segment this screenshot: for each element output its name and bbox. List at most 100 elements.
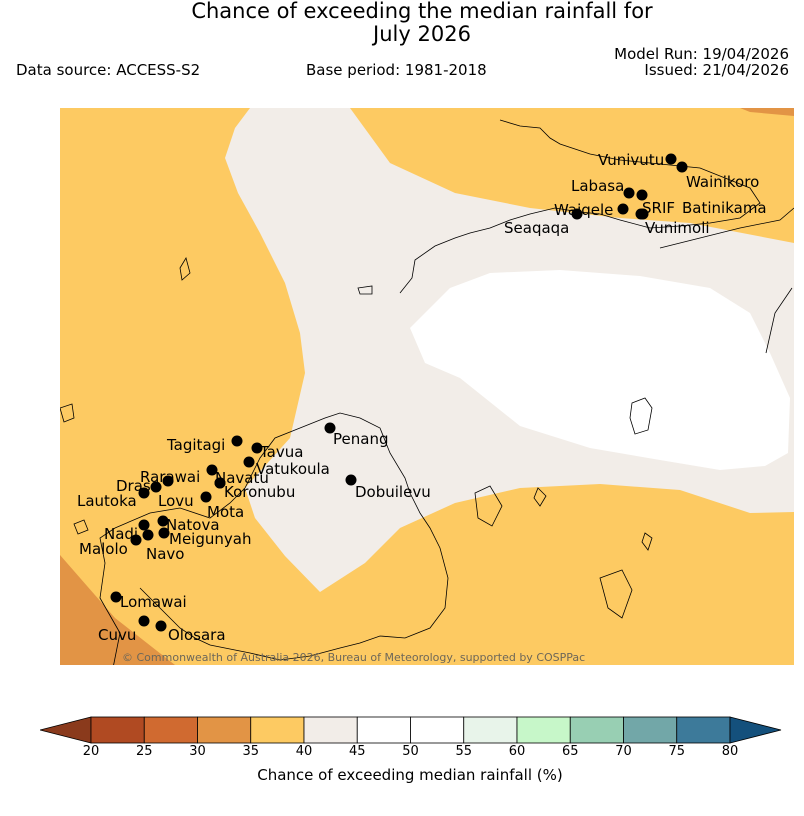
station-markers: Vunivutu Wainikoro Labasa Waiqele SRIF Batini… [77,151,767,644]
colorbar-segment-70 [623,716,678,744]
colorbar-tick-55: 55 [455,744,473,759]
colorbar-tick-80: 80 [721,744,739,759]
station-label-lomawai: Lomawai [120,593,187,611]
station-marker-drasa [150,481,162,493]
colorbar-tick-60: 60 [508,744,526,759]
station-label-mota: Mota [207,503,244,521]
colorbar-tick-20: 20 [82,744,100,759]
colorbar-tick-70: 70 [615,744,632,759]
station-label-labasa: Labasa [571,177,624,195]
station-label-waiqele: Waiqele [554,201,613,219]
station-marker-tavua [251,442,263,454]
colorbar-tick-75: 75 [668,744,686,759]
station-marker-lovu [162,475,174,487]
copyright-notice: © Commonwealth of Australia 2026, Bureau… [122,651,585,664]
colorbar-segment-40 [303,716,358,744]
colorbar-segment-45 [356,716,411,744]
island-coast-9 [179,256,191,281]
colorbar-segment-65 [569,716,624,744]
colorbar-segment-50 [410,716,465,744]
station-marker-meigunyah [158,527,170,539]
island-coast-6 [641,532,653,551]
colorbar-tick-50: 50 [402,744,419,759]
station-marker-lautoka [138,487,150,499]
colorbar-tick-35: 35 [242,744,260,759]
station-marker-vatukoula [243,456,255,468]
station-label-navatu: Navatu [215,469,269,487]
station-label-vunimoli: Vunimoli [645,219,710,237]
rainfall-map: Vunivutu Wainikoro Labasa Waiqele SRIF Batini… [60,108,794,665]
region-45-55 [410,270,790,470]
station-label-seaqaqa: Seaqaqa [504,219,569,237]
model-run: Model Run: 19/04/2026 [614,45,789,63]
station-marker-nadi [138,519,150,531]
colorbar-tick-40: 40 [295,744,313,759]
colorbar-tick-45: 45 [348,744,366,759]
station-label-cuvu: Cuvu [98,626,136,644]
colorbar-segment-60 [516,716,571,744]
island-coast-1 [629,397,653,435]
station-label-navo: Navo [146,545,184,563]
island-coast-3 [599,569,633,619]
station-label-vatukoula: Vatukoula [256,460,330,478]
station-label-penang: Penang [333,430,388,448]
station-label-dobuilevu: Dobuilevu [355,483,431,501]
colorbar-segment-25 [143,716,198,744]
station-marker-cuvu [138,615,150,627]
station-marker-seaqaqa [571,208,583,220]
colorbar-tick-25: 25 [135,744,153,759]
island-coast-4 [357,285,373,295]
station-marker-vunimoli [635,208,647,220]
station-marker-lomawai [110,591,122,603]
station-marker-rarawai [206,464,218,476]
coastlines [60,119,794,665]
island-coast-5 [533,487,547,507]
colorbar-tick-65: 65 [561,744,579,759]
station-marker-vunivutu [665,153,677,165]
station-marker-mota [200,491,212,503]
station-label-srif: SRIF [642,199,675,217]
colorbar-tick-30: 30 [189,744,206,759]
taveuni-coast [659,207,794,249]
issued-date: Issued: 21/04/2026 [644,61,789,79]
colorbar-segment-20 [90,716,145,744]
station-marker-dobuilevu [345,474,357,486]
station-marker-tagitagi [231,435,243,447]
station-label-wainikoro: Wainikoro [686,173,759,191]
colorbar [40,716,782,744]
base-period: Base period: 1981-2018 [306,61,487,79]
colorbar-label: Chance of exceeding median rainfall (%) [257,766,563,784]
station-marker-waiqele [617,203,629,215]
lau-coast [765,287,793,354]
colorbar-extend-high [729,716,782,744]
region-30-35-northeast [740,108,794,116]
station-label-meigunyah: Meigunyah [169,530,251,548]
probability-fill [60,108,794,665]
island-coast-7 [60,403,75,423]
colorbar-extend-low [40,716,92,744]
station-label-natova: Natova [166,516,220,534]
island-coast-8 [73,519,89,535]
station-label-olosara: Olosara [168,626,226,644]
station-marker-koronubu [214,477,226,489]
colorbar-segment-30 [197,716,252,744]
station-label-batinikama: Batinikama [682,199,767,217]
station-marker-malolo [130,534,142,546]
colorbar-segment-55 [463,716,518,744]
station-label-malolo: Malolo [79,540,128,558]
station-label-koronubu: Koronubu [224,483,295,501]
station-label-lautoka: Lautoka [77,492,137,510]
title-line-2: July 2026 [373,22,471,46]
station-label-drasa: Drasa [116,477,160,495]
island-coast-2 [474,485,503,527]
station-label-nadi: Nadi [104,525,138,543]
vanua-levu-coast [399,119,761,294]
map-title: Chance of exceeding the median rainfall … [0,0,804,46]
station-marker-batinikama [636,189,648,201]
station-marker-olosara [155,620,167,632]
station-label-vunivutu: Vunivutu [598,151,664,169]
viti-levu-coast [99,412,449,665]
station-label-lovu: Lovu [158,492,194,510]
station-marker-natova [157,515,169,527]
title-line-1: Chance of exceeding the median rainfall … [191,0,653,23]
